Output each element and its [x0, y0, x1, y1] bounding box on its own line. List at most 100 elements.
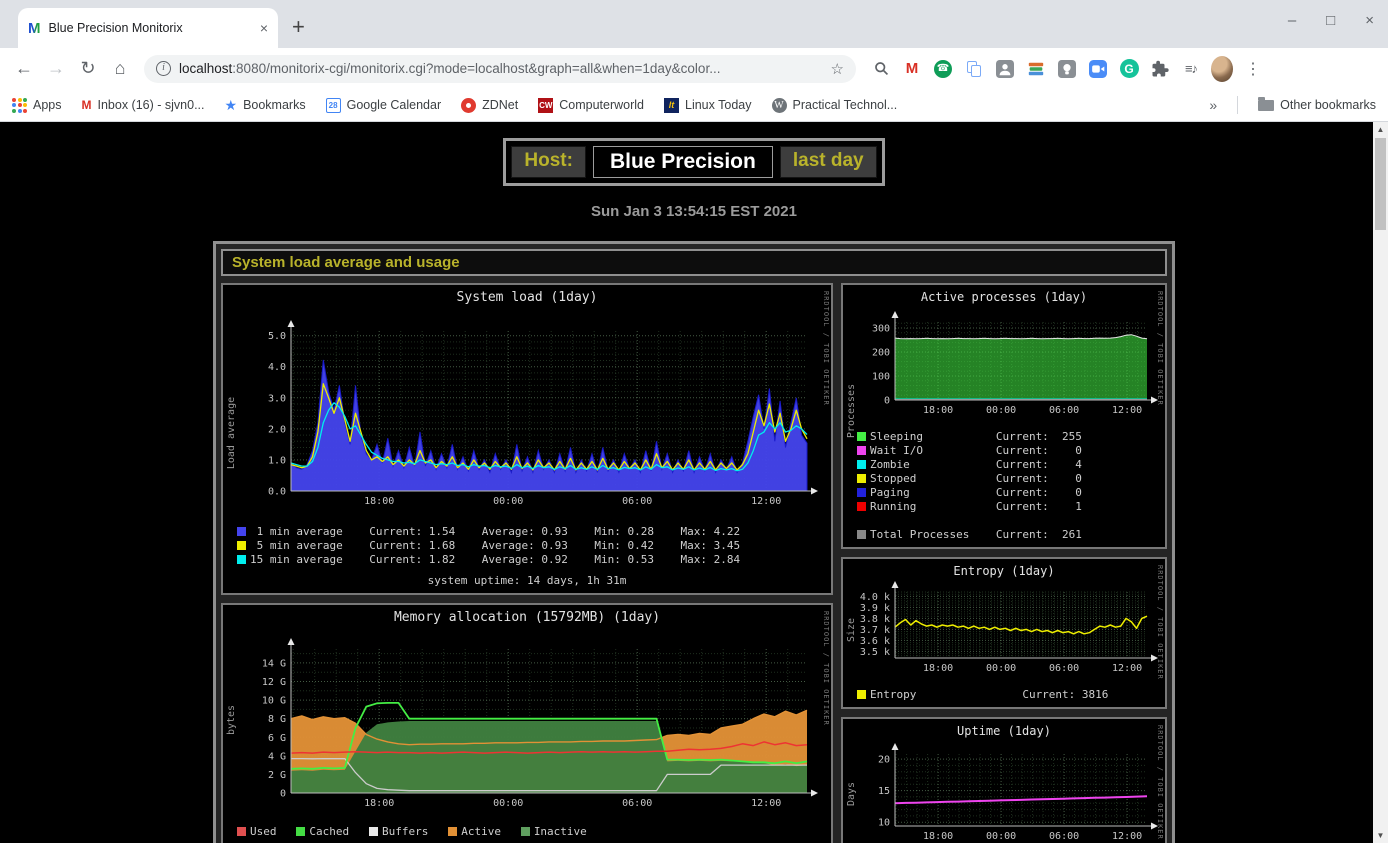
minimize-button[interactable]: – [1287, 12, 1297, 29]
bookmark-computerworld[interactable]: CW Computerworld [538, 97, 644, 113]
system-load-ylabel: Load average [226, 396, 237, 469]
active-processes-legend: Sleeping Current: 255 Wait I/O Current: 0… [857, 429, 1163, 541]
svg-text:20: 20 [878, 755, 890, 766]
bookmark-google-calendar[interactable]: 28 Google Calendar [325, 97, 441, 113]
system-load-footer: system uptime: 14 days, 1h 31m [427, 574, 627, 587]
other-bookmarks[interactable]: Other bookmarks [1258, 96, 1376, 112]
camera-icon[interactable] [1087, 58, 1109, 80]
legend-text: Used [250, 824, 297, 838]
scrollbar-thumb[interactable] [1375, 138, 1386, 230]
new-tab-button[interactable]: + [292, 14, 305, 39]
memory-legend-row: Used Cached Buffers Active Inactive [237, 824, 829, 838]
maximize-button[interactable]: □ [1326, 12, 1336, 29]
active-processes-title: Active processes (1day) [920, 290, 1088, 304]
site-info-icon[interactable]: i [156, 61, 171, 76]
copy-icon[interactable] [963, 58, 985, 80]
legend-color-chip [857, 689, 866, 699]
svg-text:4.0 k: 4.0 k [860, 592, 890, 603]
svg-text:00:00: 00:00 [986, 405, 1016, 416]
svg-text:18:00: 18:00 [364, 496, 394, 507]
svg-text:18:00: 18:00 [923, 405, 953, 416]
uptime-ylabel: Days [846, 781, 857, 806]
bookmark-practical-technology[interactable]: W Practical Technol... [771, 97, 897, 113]
legend-text: Inactive [533, 824, 587, 838]
legend-color-chip [520, 826, 530, 836]
system-load-legend-row: 1 min average Current: 1.54 Average: 0.9… [237, 524, 829, 538]
legend-text: Stopped Current: 0 [870, 471, 1082, 485]
bookmark-zdnet[interactable]: ZDNet [461, 97, 518, 113]
tab-close-icon[interactable]: × [259, 20, 268, 36]
system-load-legend-row: 5 min average Current: 1.68 Average: 0.9… [237, 538, 829, 552]
monitorix-favicon: M [28, 19, 41, 37]
lightbulb-icon[interactable] [1056, 58, 1078, 80]
svg-text:12:00: 12:00 [751, 496, 781, 507]
extensions-puzzle-icon[interactable] [1149, 58, 1171, 80]
system-load-section: System load average and usage System loa… [213, 241, 1175, 843]
close-button[interactable]: × [1365, 12, 1374, 29]
svg-text:3.7 k: 3.7 k [860, 625, 890, 636]
entropy-title: Entropy (1day) [953, 564, 1055, 578]
active-processes-legend-row [857, 513, 1163, 527]
bookmark-linux-today[interactable]: lt Linux Today [664, 97, 752, 113]
books-icon[interactable] [1025, 58, 1047, 80]
uptime-panel: Uptime (1day)10152018:0000:0006:0012:00U… [841, 717, 1167, 843]
legend-color-chip [857, 529, 866, 539]
svg-text:12:00: 12:00 [751, 798, 781, 809]
url-host: localhost [179, 61, 233, 76]
bookmark-star-icon[interactable]: ☆ [830, 60, 844, 78]
grammarly-icon[interactable]: G [1118, 58, 1140, 80]
rrdtool-watermark: RRDTOOL / TOBI OETIKER [822, 611, 830, 726]
memory-canvas: 0 2 G 4 G 6 G 8 G 10 G 12 G 14 G 18:00 00:00 06:00… [262, 638, 818, 809]
page-scrollbar[interactable]: ▲ ▼ [1373, 122, 1388, 843]
memory-legend: Used Cached Buffers Active Inactive [237, 824, 829, 838]
window-controls: – □ × [1288, 12, 1374, 29]
svg-text:00:00: 00:00 [493, 798, 523, 809]
playlist-icon[interactable]: ≡♪ [1184, 61, 1198, 76]
forward-button[interactable]: → [47, 58, 65, 78]
person-icon[interactable] [994, 58, 1016, 80]
legend-text: Running Current: 1 [870, 499, 1082, 513]
search-icon[interactable] [870, 58, 892, 80]
svg-text:0: 0 [280, 789, 286, 800]
browser-toolbar: ← → ↻ ⌂ i localhost:8080/monitorix-cgi/m… [0, 48, 1388, 89]
svg-text:18:00: 18:00 [923, 663, 953, 674]
active-processes-legend-row: Total Processes Current: 261 [857, 527, 1163, 541]
url-text[interactable]: localhost:8080/monitorix-cgi/monitorix.c… [179, 61, 823, 76]
google-voice-icon[interactable]: ☎ [932, 58, 954, 80]
scroll-down-arrow[interactable]: ▼ [1376, 831, 1385, 840]
svg-text:15: 15 [878, 786, 890, 797]
back-button[interactable]: ← [15, 58, 33, 78]
svg-text:10: 10 [878, 818, 890, 829]
tab-blue-precision-monitorix[interactable]: M Blue Precision Monitorix × [18, 8, 278, 48]
svg-text:3.5 k: 3.5 k [860, 647, 890, 658]
uptime-canvas: 10 15 20 18:00 00:00 06:00 12:00 [878, 743, 1158, 842]
scroll-up-arrow[interactable]: ▲ [1376, 125, 1385, 134]
active-processes-legend-row: Sleeping Current: 255 [857, 429, 1163, 443]
system-load-legend-row: 15 min average Current: 1.82 Average: 0.… [237, 552, 829, 566]
address-bar[interactable]: i localhost:8080/monitorix-cgi/monitorix… [144, 54, 856, 83]
svg-text:12:00: 12:00 [1112, 663, 1142, 674]
svg-text:0.0: 0.0 [268, 487, 286, 498]
linux-today-icon: lt [664, 97, 679, 113]
bookmark-inbox[interactable]: M Inbox (16) - sjvn0... [81, 98, 205, 112]
browser-menu-icon[interactable]: ⋮ [1245, 60, 1261, 78]
svg-text:18:00: 18:00 [364, 798, 394, 809]
profile-avatar[interactable] [1211, 55, 1233, 82]
zdnet-icon [461, 97, 477, 113]
legend-text: Entropy Current: 3816 [870, 687, 1109, 701]
svg-text:100: 100 [872, 372, 890, 383]
bookmarks-overflow-chevron[interactable]: » [1209, 97, 1218, 113]
system-load-title: System load (1day) [456, 290, 598, 305]
reload-button[interactable]: ↻ [80, 58, 96, 78]
bookmark-apps[interactable]: Apps [12, 97, 62, 113]
home-button[interactable]: ⌂ [114, 58, 126, 78]
legend-color-chip [448, 826, 458, 836]
svg-text:00:00: 00:00 [986, 663, 1016, 674]
monitorix-page: Host: Blue Precision last day Sun Jan 3 … [0, 122, 1388, 843]
rrdtool-watermark: RRDTOOL / TOBI OETIKER [1156, 725, 1164, 840]
rrdtool-watermark: RRDTOOL / TOBI OETIKER [1156, 291, 1164, 406]
svg-text:4 G: 4 G [268, 751, 286, 762]
bookmark-bookmarks[interactable]: ★ Bookmarks [224, 96, 306, 113]
gmail-icon[interactable]: M [905, 60, 919, 77]
